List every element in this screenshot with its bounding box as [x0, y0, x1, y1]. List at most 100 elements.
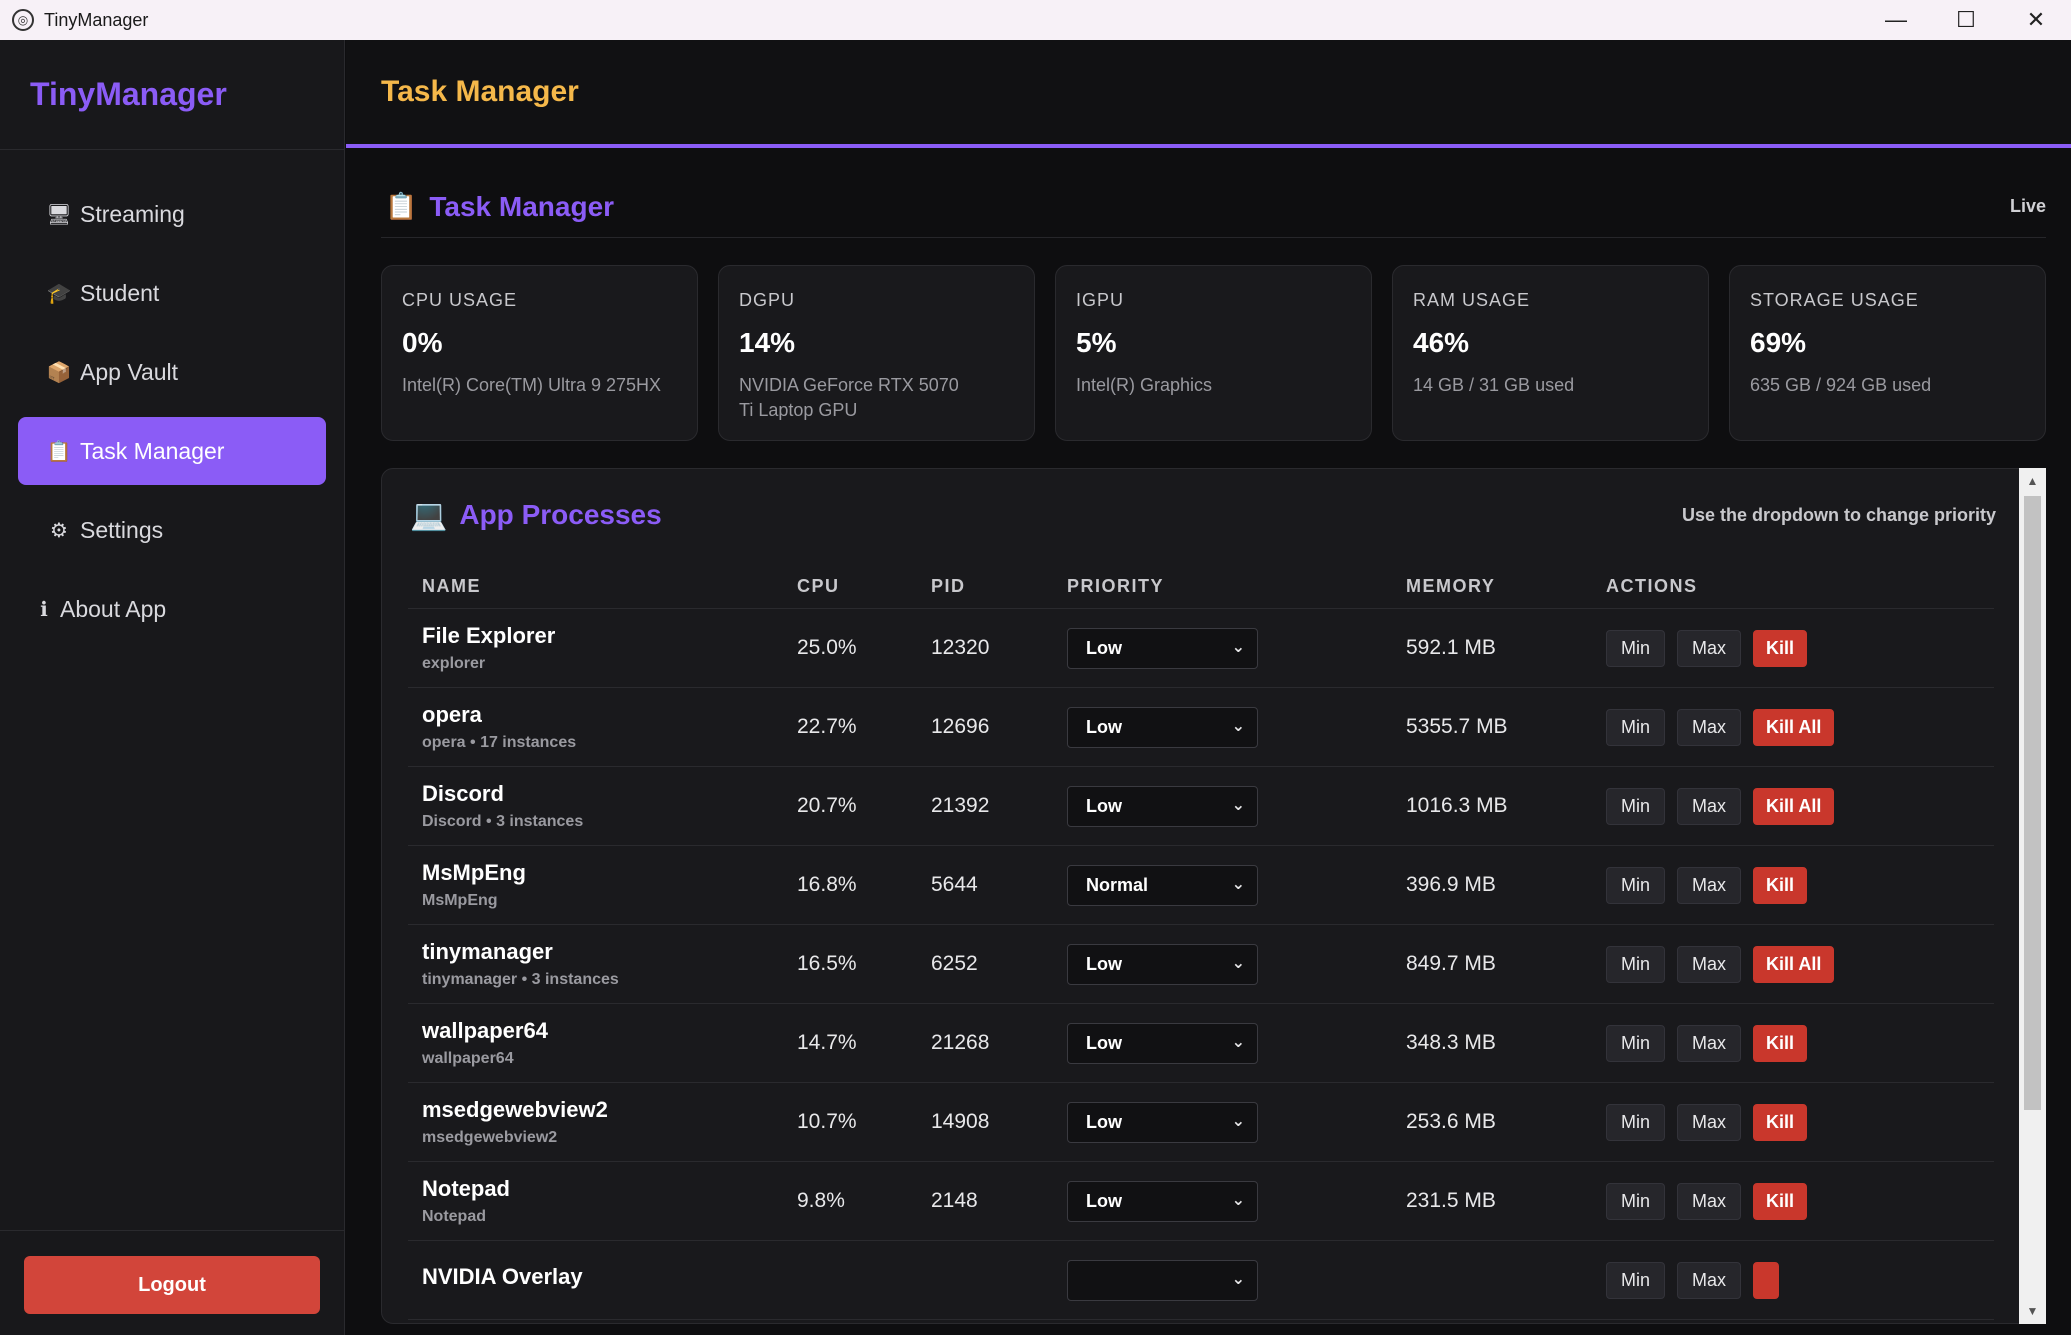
process-detail: opera • 17 instances: [422, 734, 577, 751]
kill-button[interactable]: Kill: [1753, 1103, 1808, 1141]
gear-icon: ⚙: [50, 519, 68, 542]
priority-dropdown[interactable]: Low ⌄: [1067, 943, 1258, 985]
actions-cell: Min Max Kill All: [1606, 708, 1994, 746]
table-row[interactable]: File Explorer explorer 25.0% 12320 Low ⌄ 592.1…: [408, 609, 1994, 688]
kill-button[interactable]: Kill: [1753, 1024, 1808, 1062]
maximize-button[interactable]: Max: [1677, 866, 1742, 904]
column-header-priority[interactable]: PRIORITY: [1067, 576, 1165, 596]
minimize-button[interactable]: Min: [1606, 1261, 1666, 1299]
column-header-name[interactable]: NAME: [422, 576, 481, 596]
column-header-memory[interactable]: MEMORY: [1406, 576, 1496, 596]
kill-button[interactable]: Kill: [1753, 1182, 1808, 1220]
process-memory: 396.9 MB: [1406, 873, 1496, 896]
window-titlebar: ◎ TinyManager — ☐ ✕: [0, 0, 2071, 40]
maximize-button[interactable]: Max: [1677, 708, 1742, 746]
kill-button[interactable]: Kill All: [1753, 708, 1835, 746]
priority-dropdown[interactable]: Normal ⌄: [1067, 864, 1258, 906]
main-content: Task Manager 📋 Task Manager Live CPU USA…: [346, 40, 2071, 1335]
scroll-up-icon[interactable]: ▲: [2026, 474, 2039, 488]
process-detail: Notepad: [422, 1208, 486, 1225]
table-row[interactable]: Notepad Notepad 9.8% 2148 Low ⌄ 231.5 MB Min Max…: [408, 1162, 1994, 1241]
close-icon[interactable]: ✕: [2026, 7, 2046, 32]
minimize-button[interactable]: Min: [1606, 945, 1666, 983]
process-cpu: 16.5%: [797, 952, 857, 975]
maximize-button[interactable]: Max: [1677, 787, 1742, 825]
minimize-icon[interactable]: —: [1885, 7, 1907, 32]
table-row[interactable]: MsMpEng MsMpEng 16.8% 5644 Normal ⌄ 396.9 MB Mi…: [408, 846, 1994, 925]
process-name-cell: wallpaper64 wallpaper64: [408, 1018, 797, 1068]
process-cpu: 25.0%: [797, 636, 857, 659]
process-name: File Explorer: [422, 623, 556, 648]
process-cpu: 20.7%: [797, 794, 857, 817]
chevron-down-icon: ⌄: [1231, 1191, 1245, 1209]
process-detail: wallpaper64: [422, 1050, 514, 1067]
page-title: Task Manager: [346, 40, 2071, 148]
sidebar-item-student[interactable]: 🎓 Student: [18, 259, 326, 327]
priority-dropdown[interactable]: Low ⌄: [1067, 1101, 1258, 1143]
table-row[interactable]: tinymanager tinymanager • 3 instances 16.5…: [408, 925, 1994, 1004]
table-row[interactable]: opera opera • 17 instances 22.7% 12696 Low ⌄ 5…: [408, 688, 1994, 767]
maximize-icon[interactable]: ☐: [1956, 7, 1976, 32]
sidebar-footer: Logout: [0, 1230, 344, 1335]
column-header-pid[interactable]: PID: [931, 576, 966, 596]
stat-label: RAM USAGE: [1413, 290, 1531, 310]
priority-dropdown[interactable]: Low ⌄: [1067, 785, 1258, 827]
column-header-cpu[interactable]: CPU: [797, 576, 840, 596]
computer-icon: 💻: [410, 498, 448, 532]
process-detail: Discord • 3 instances: [422, 813, 584, 830]
scrollbar-thumb[interactable]: [2024, 496, 2041, 1110]
table-row[interactable]: Discord Discord • 3 instances 20.7% 21392 Lo…: [408, 767, 1994, 846]
table-row[interactable]: msedgewebview2 msedgewebview2 10.7% 14908 Lo…: [408, 1083, 1994, 1162]
monitor-icon: 🖥: [46, 203, 72, 226]
sidebar-item-about-app[interactable]: ℹ About App: [18, 575, 326, 643]
app-logo-icon: ◎: [12, 9, 34, 31]
stat-card-cpu: CPU USAGE 0% Intel(R) Core(TM) Ultra 9 2…: [381, 265, 698, 441]
sidebar-item-settings[interactable]: ⚙ Settings: [18, 496, 326, 564]
kill-button[interactable]: Kill: [1753, 866, 1808, 904]
minimize-button[interactable]: Min: [1606, 866, 1666, 904]
chevron-down-icon: ⌄: [1231, 954, 1245, 972]
sidebar-item-task-manager[interactable]: 📋 Task Manager: [18, 417, 326, 485]
table-row[interactable]: NVIDIA Overlay ⌄ Min Max: [408, 1241, 1994, 1320]
minimize-button[interactable]: Min: [1606, 629, 1666, 667]
priority-value: Low: [1086, 1190, 1122, 1211]
kill-button[interactable]: Kill All: [1753, 945, 1835, 983]
processes-scrollbar[interactable]: ▲ ▼: [2019, 468, 2046, 1324]
minimize-button[interactable]: Min: [1606, 1024, 1666, 1062]
maximize-button[interactable]: Max: [1677, 629, 1742, 667]
table-row[interactable]: wallpaper64 wallpaper64 14.7% 21268 Low ⌄ 348.…: [408, 1004, 1994, 1083]
kill-button[interactable]: Kill All: [1753, 787, 1835, 825]
priority-value: Low: [1086, 795, 1122, 816]
scroll-down-icon[interactable]: ▼: [2026, 1304, 2039, 1318]
stat-label: STORAGE USAGE: [1750, 290, 1919, 310]
stat-card-storage: STORAGE USAGE 69% 635 GB / 924 GB used: [1729, 265, 2046, 441]
priority-dropdown[interactable]: Low ⌄: [1067, 1022, 1258, 1064]
logout-button[interactable]: Logout: [24, 1256, 320, 1314]
priority-dropdown[interactable]: ⌄: [1067, 1259, 1258, 1301]
maximize-button[interactable]: Max: [1677, 1182, 1742, 1220]
process-name: NVIDIA Overlay: [422, 1264, 583, 1289]
priority-dropdown[interactable]: Low ⌄: [1067, 706, 1258, 748]
minimize-button[interactable]: Min: [1606, 1182, 1666, 1220]
process-name: MsMpEng: [422, 860, 526, 885]
minimize-button[interactable]: Min: [1606, 787, 1666, 825]
priority-dropdown[interactable]: Low ⌄: [1067, 1180, 1258, 1222]
priority-cell: ⌄: [1067, 1259, 1406, 1301]
minimize-button[interactable]: Min: [1606, 708, 1666, 746]
sidebar-item-streaming[interactable]: 🖥 Streaming: [18, 180, 326, 248]
process-cpu: 22.7%: [797, 715, 857, 738]
kill-button[interactable]: [1753, 1261, 1780, 1299]
maximize-button[interactable]: Max: [1677, 1261, 1742, 1299]
process-cpu: 9.8%: [797, 1189, 845, 1212]
sidebar-item-app-vault[interactable]: 📦 App Vault: [18, 338, 326, 406]
maximize-button[interactable]: Max: [1677, 945, 1742, 983]
priority-dropdown[interactable]: Low ⌄: [1067, 627, 1258, 669]
actions-cell: Min Max: [1606, 1261, 1994, 1299]
kill-button[interactable]: Kill: [1753, 629, 1808, 667]
priority-cell: Low ⌄: [1067, 1101, 1406, 1143]
minimize-button[interactable]: Min: [1606, 1103, 1666, 1141]
priority-cell: Low ⌄: [1067, 627, 1406, 669]
process-detail: MsMpEng: [422, 892, 498, 909]
maximize-button[interactable]: Max: [1677, 1024, 1742, 1062]
maximize-button[interactable]: Max: [1677, 1103, 1742, 1141]
